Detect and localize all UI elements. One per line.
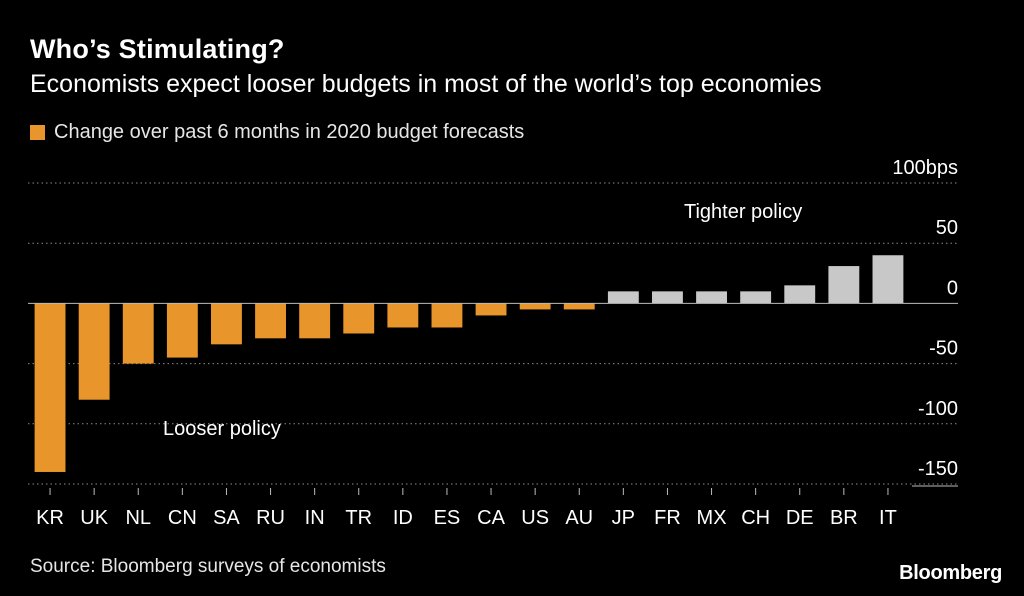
bar-uk	[78, 303, 110, 400]
bar-in	[299, 303, 331, 339]
x-tick-label: IT	[879, 507, 897, 529]
x-tick-label: CH	[741, 507, 770, 529]
bar-de	[784, 285, 816, 304]
x-tick-label: MX	[697, 507, 727, 529]
x-tick-label: JP	[612, 507, 635, 529]
x-tick-label: US	[521, 507, 549, 529]
x-tick-label: CA	[477, 507, 505, 529]
bar-ca	[475, 303, 507, 316]
bar-it	[872, 255, 904, 304]
x-tick-label: BR	[830, 507, 858, 529]
x-tick-label: ES	[434, 507, 461, 529]
x-tick-label: TR	[345, 507, 372, 529]
bar-es	[431, 303, 463, 328]
y-tick-label: 100bps	[892, 157, 958, 179]
bar-cn	[166, 303, 198, 358]
annotation-looser-policy: Looser policy	[163, 418, 281, 440]
bar-kr	[34, 303, 66, 472]
x-tick-label: UK	[80, 507, 108, 529]
x-tick-label: AU	[565, 507, 593, 529]
bar-tr	[343, 303, 375, 334]
bar-ru	[255, 303, 286, 339]
x-tick-label: CN	[168, 507, 197, 529]
x-tick-label: NL	[125, 507, 151, 529]
x-tick-label: SA	[213, 507, 240, 529]
bar-id	[387, 303, 419, 328]
x-tick-label: RU	[256, 507, 285, 529]
bar-mx	[696, 291, 727, 304]
y-tick-label: -50	[929, 338, 958, 360]
bar-sa	[211, 303, 242, 345]
bar-jp	[607, 291, 639, 304]
x-tick-label: IN	[305, 507, 325, 529]
bar-br	[828, 266, 860, 304]
chart-subtitle: Economists expect looser budgets in most…	[30, 70, 822, 98]
bar-ch	[740, 291, 772, 304]
y-tick-label: -100	[918, 398, 958, 420]
x-tick-label: ID	[393, 507, 413, 529]
bar-us	[519, 303, 551, 310]
y-tick-label: -150	[918, 458, 958, 480]
legend-label: Change over past 6 months in 2020 budget…	[54, 121, 525, 143]
y-tick-label: 0	[947, 277, 958, 299]
chart-title: Who’s Stimulating?	[30, 34, 285, 64]
y-tick-label: 50	[936, 217, 958, 239]
x-tick-label: KR	[36, 507, 64, 529]
annotation-tighter-policy: Tighter policy	[684, 201, 802, 223]
source-note: Source: Bloomberg surveys of economists	[30, 556, 386, 577]
legend: Change over past 6 months in 2020 budget…	[30, 121, 524, 144]
bloomberg-logo: Bloomberg	[899, 562, 1002, 584]
bar-fr	[652, 291, 683, 304]
legend-swatch	[30, 125, 45, 140]
x-tick-label: FR	[654, 507, 681, 529]
x-tick-label: DE	[786, 507, 814, 529]
bar-au	[563, 303, 595, 310]
bar-nl	[122, 303, 154, 364]
